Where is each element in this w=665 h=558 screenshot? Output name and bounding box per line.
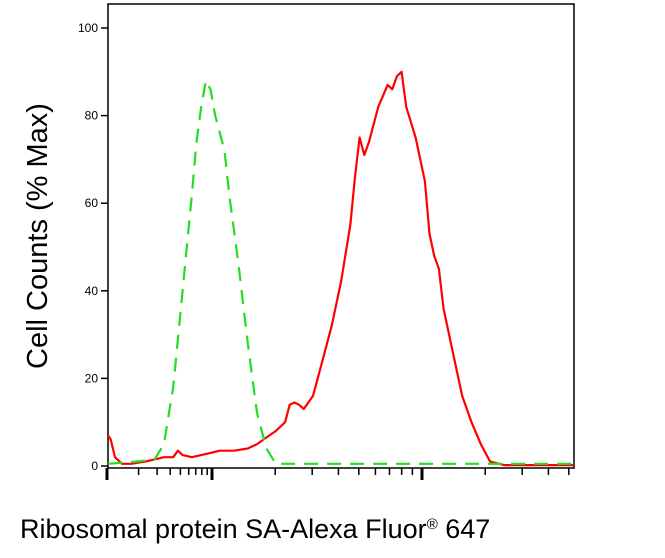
x-axis-label-registered-mark: ®: [427, 516, 438, 533]
y-tick-label-60: 60: [85, 196, 99, 210]
series-lines: [107, 70, 574, 467]
plot-frame: [107, 3, 575, 469]
series-green-dashed-line: [107, 79, 574, 465]
y-tick-label-80: 80: [85, 109, 99, 123]
y-axis-label: Cell Counts (% Max): [22, 103, 54, 369]
x-ticks: [105, 468, 570, 480]
x-axis-label-main: Ribosomal protein SA-Alexa Fluor: [20, 514, 427, 544]
x-axis-label-suffix: 647: [438, 514, 491, 544]
y-tick-label-100: 100: [78, 21, 98, 35]
y-tick-labels: 0 20 40 60 80 100: [78, 21, 98, 473]
series-red-solid-line: [107, 70, 574, 467]
y-ticks: [101, 27, 108, 467]
y-tick-label-20: 20: [85, 371, 99, 385]
y-tick-label-0: 0: [91, 459, 98, 473]
y-tick-label-40: 40: [85, 284, 99, 298]
x-axis-label: Ribosomal protein SA-Alexa Fluor® 647: [20, 514, 490, 544]
